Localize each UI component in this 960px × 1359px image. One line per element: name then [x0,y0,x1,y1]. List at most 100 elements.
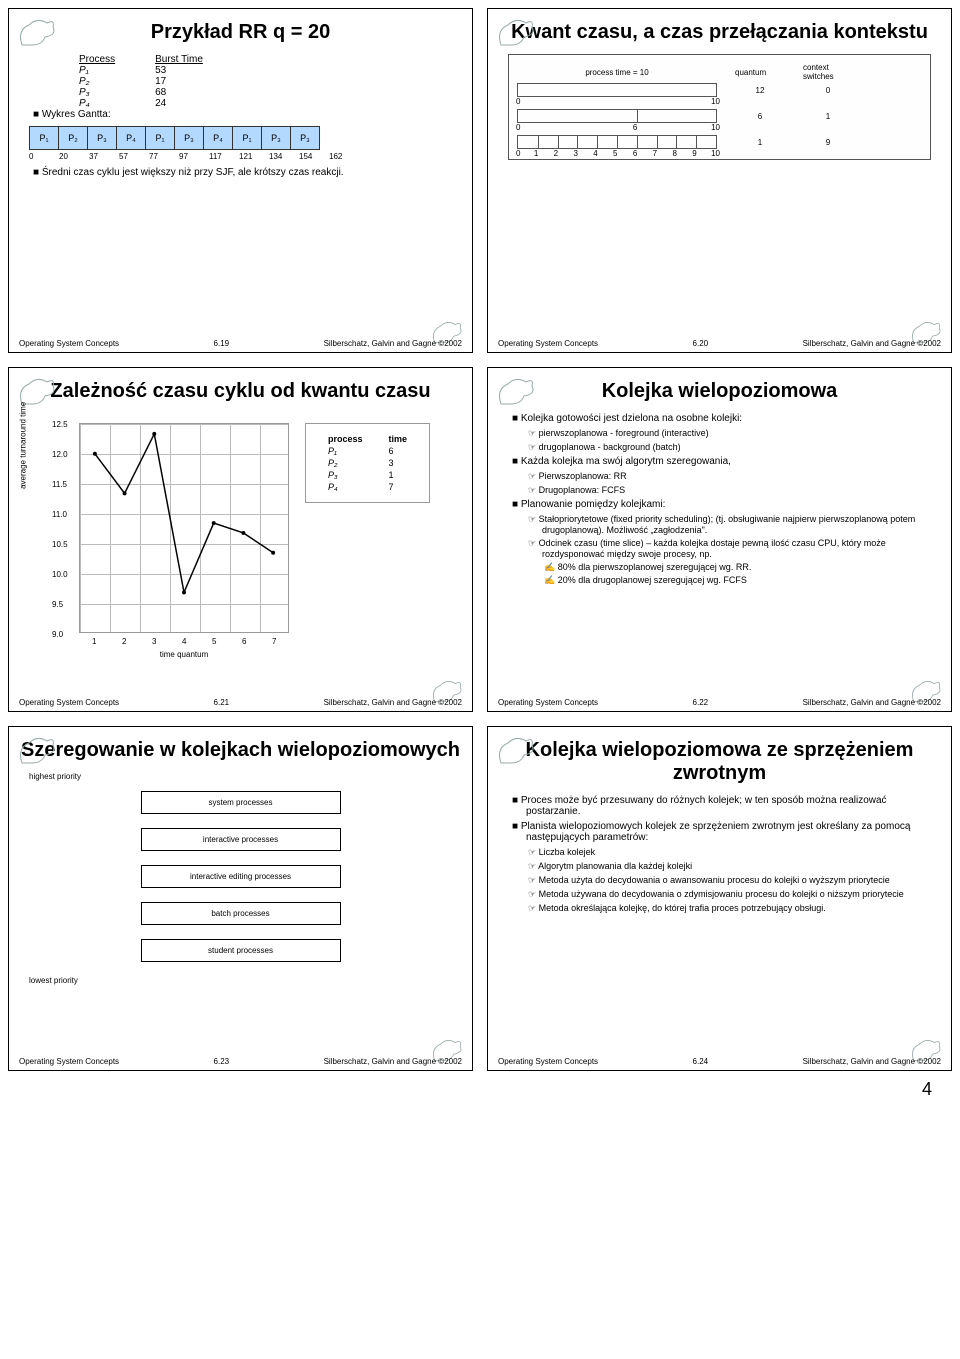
qt: 1 [534,149,538,158]
gantt-row: P₁ P₂ P₃ P₄ P₁ P₃ P₄ P₁ P₃ P₃ [29,126,462,150]
s4: Drugoplanowa: FCFS [528,485,941,496]
p1: P₁ [79,65,89,76]
dino-icon [496,733,536,767]
tick: 20 [59,152,89,161]
q-bar: 0 6 10 [517,109,717,123]
slide-grid: Przykład RR q = 20 Process P₁ P₂ P₃ P₄ B… [8,8,952,1071]
footer-left: Operating System Concepts [19,1057,119,1066]
footer-right: Silberschatz, Galvin and Gagne ©2002 [803,698,941,707]
bullet-avg: Średni czas cyklu jest większy niż przy … [33,167,462,178]
page-number: 4 [8,1071,952,1108]
p3: P₃ [79,87,90,98]
b2: Planista wielopoziomowych kolejek ze spr… [512,821,941,843]
mlq-item: interactive processes [141,828,341,851]
col-proc: Process P₁ P₂ P₃ P₄ [79,54,115,109]
cs-val: 1 [803,112,853,121]
yl: 12.5 [52,420,68,429]
mlq-item: batch processes [141,902,341,925]
q-val: 6 [735,112,785,121]
chart-area: average turnaround time 12.5 12.0 11.5 1… [79,423,462,633]
qt: 6 [633,149,637,158]
gantt-cell: P₄ [203,126,233,150]
cs-label: context switches [803,63,853,81]
b3: Planowanie pomiędzy kolejkami: [512,499,941,510]
footer-left: Operating System Concepts [19,339,119,348]
s5: Stałopriorytetowe (fixed priority schedu… [528,514,941,535]
mlq-item: student processes [141,939,341,962]
ss2: 20% dla drugoplanowej szeregującej wg. F… [544,575,941,586]
pn: P₄ [328,482,338,492]
q-bar: 0 1 2 3 4 5 6 7 8 9 10 [517,135,717,149]
bt1: 53 [155,65,166,76]
q-row: 0 1 2 3 4 5 6 7 8 9 10 1 9 [517,135,922,149]
x-axis-label: time quantum [79,650,289,659]
footer-left: Operating System Concepts [498,698,598,707]
slide-title: Kolejka wielopoziomowa [498,380,941,403]
s6: Odcinek czasu (time slice) – każda kolej… [528,538,941,559]
qt: 0 [516,123,520,132]
slide-title: Szeregowanie w kolejkach wielopoziomowyc… [19,739,462,762]
tick: 117 [209,152,239,161]
gantt-cell: P₂ [58,126,88,150]
qt: 6 [633,123,637,132]
tick: 37 [89,152,119,161]
qt: 8 [672,149,676,158]
s2: drugoplanowa - background (batch) [528,442,941,453]
yl: 10.0 [52,570,68,579]
bt3: 68 [155,87,166,98]
bt4: 24 [155,98,166,109]
mlq-item: interactive editing processes [141,865,341,888]
tick: 134 [269,152,299,161]
dino-icon [496,374,536,408]
s2: Algorytm planowania dla każdej kolejki [528,861,941,872]
lp-label: lowest priority [29,976,462,985]
gantt-cell: P₃ [261,126,291,150]
gantt-cell: P₃ [290,126,320,150]
cs-val: 9 [803,138,853,147]
s3: Pierwszoplanowa: RR [528,471,941,482]
th: time [377,434,420,444]
qt: 3 [573,149,577,158]
pt: 7 [377,482,420,492]
footer: Operating System Concepts 6.19 Silbersch… [19,339,462,348]
q-val: 1 [735,138,785,147]
footer-num: 6.22 [693,698,709,707]
yl: 12.0 [52,450,68,459]
bullet-gantt: Wykres Gantta: [33,109,462,120]
gantt-cell: P₄ [116,126,146,150]
slide-19: Przykład RR q = 20 Process P₁ P₂ P₃ P₄ B… [8,8,473,353]
footer-right: Silberschatz, Galvin and Gagne ©2002 [803,1057,941,1066]
s3: Metoda użyta do decydowania o awansowani… [528,875,941,886]
gantt-ticks: 0 20 37 57 77 97 117 121 134 154 162 [29,152,462,161]
s1: pierwszoplanowa - foreground (interactiv… [528,428,941,439]
xl: 1 [92,637,96,646]
slide-24: Kolejka wielopoziomowa ze sprzężeniem zw… [487,726,952,1071]
b2: Każda kolejka ma swój algorytm szeregowa… [512,456,941,467]
mlq-diagram: system processes interactive processes i… [141,791,341,962]
pn: P₂ [328,458,337,468]
yl: 11.0 [52,510,67,519]
qt: 10 [711,149,720,158]
dino-icon [17,733,57,767]
slide-title: Zależność czasu cyklu od kwantu czasu [19,380,462,403]
slide-21: Zależność czasu cyklu od kwantu czasu av… [8,367,473,712]
col-bt: Burst Time 53 17 68 24 [155,54,203,109]
p4: P₄ [79,98,90,109]
gantt-cell: P₁ [232,126,262,150]
tick: 121 [239,152,269,161]
xl: 4 [182,637,186,646]
gantt-cell: P₁ [145,126,175,150]
xl: 7 [272,637,276,646]
col-bt-h: Burst Time [155,54,203,65]
dino-icon [496,15,536,49]
s1: Liczba kolejek [528,847,941,858]
footer: Operating System Concepts 6.23 Silbersch… [19,1057,462,1066]
pt: 3 [377,458,420,468]
footer-right: Silberschatz, Galvin and Gagne ©2002 [803,339,941,348]
dino-icon [17,15,57,49]
footer-num: 6.21 [214,698,230,707]
pt: 6 [377,446,420,456]
xl: 6 [242,637,246,646]
qt: 7 [653,149,657,158]
q-val: 12 [735,86,785,95]
